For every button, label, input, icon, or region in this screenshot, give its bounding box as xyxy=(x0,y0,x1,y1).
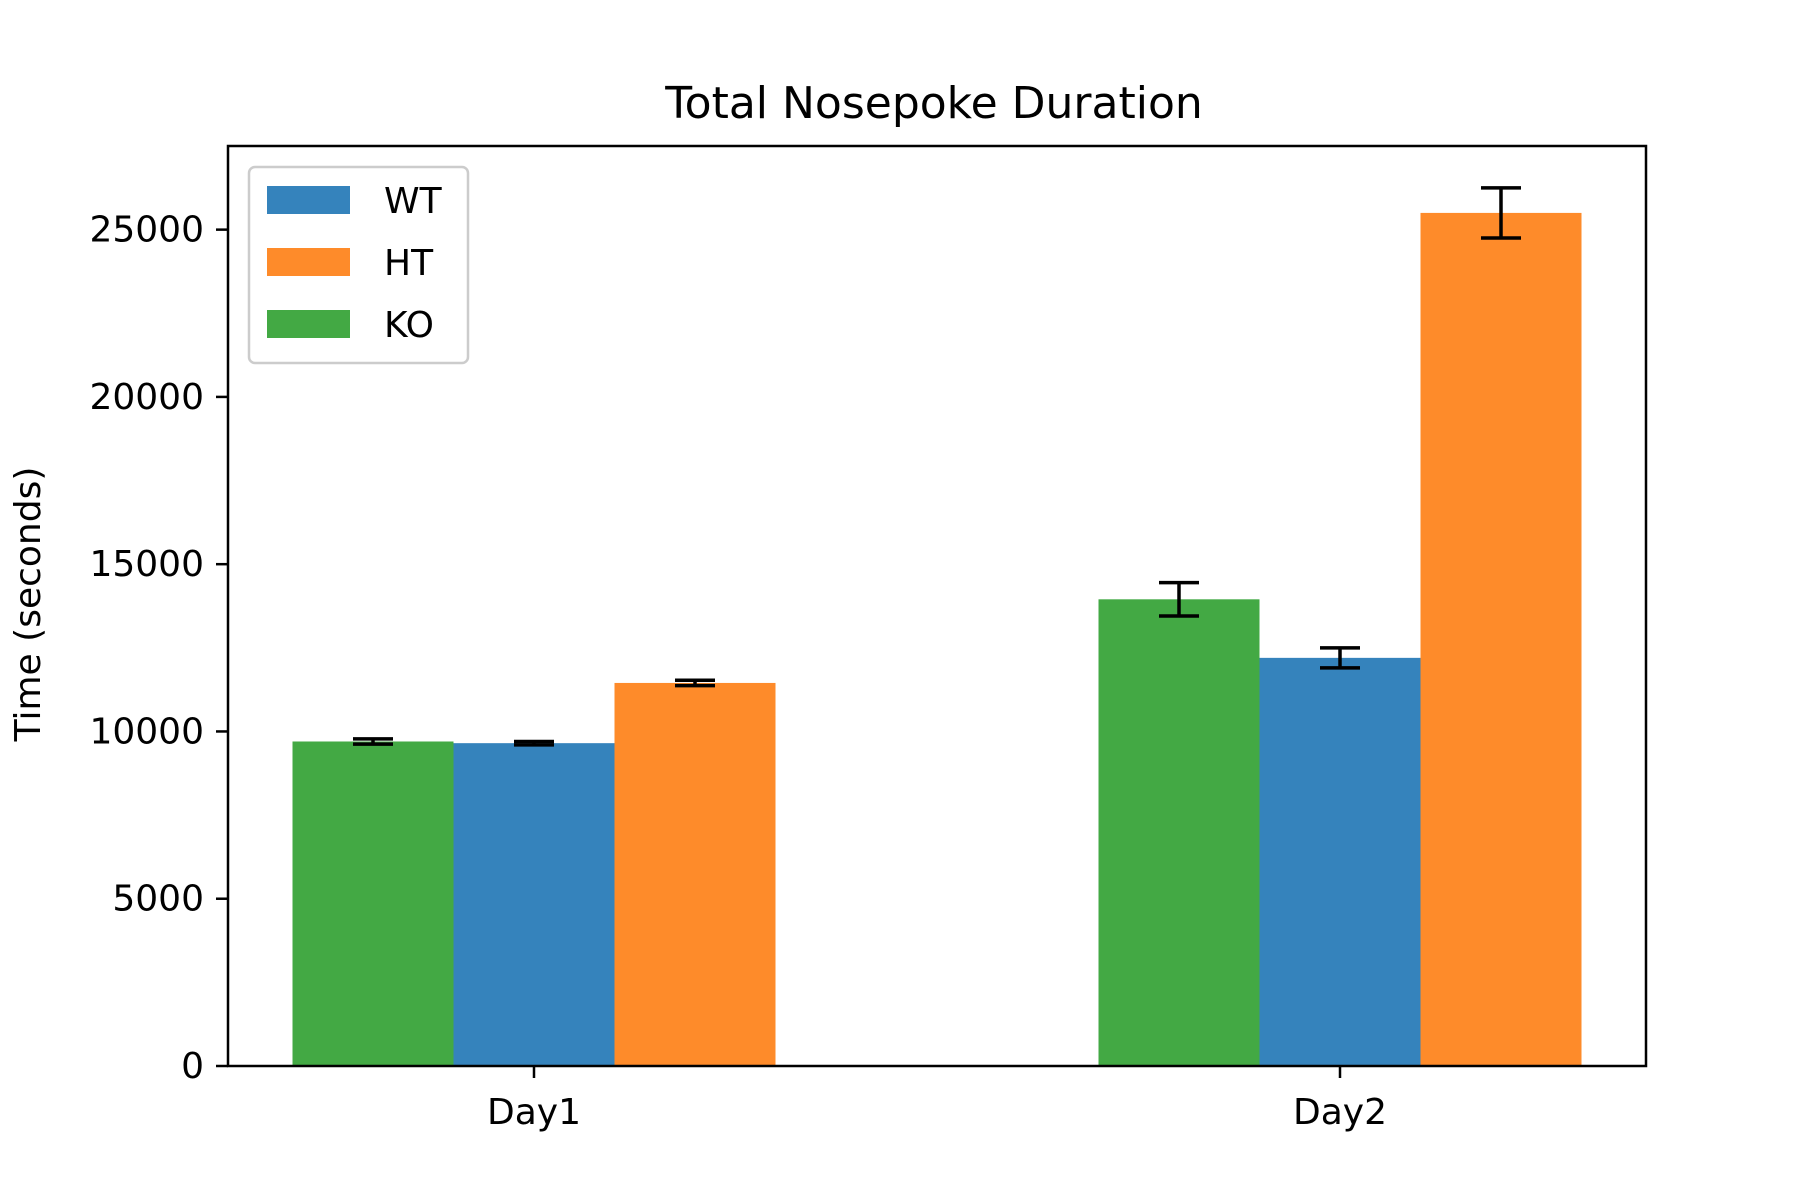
error-bar-ht-day2 xyxy=(1481,186,1521,240)
error-bar-ko-day1 xyxy=(353,737,393,746)
y-axis-label: Time (seconds) xyxy=(8,467,49,743)
y-tick-label: 15000 xyxy=(89,544,204,585)
bar-ht-day2 xyxy=(1420,212,1582,1067)
bar-wt-day2 xyxy=(1259,657,1421,1066)
plot-frame xyxy=(226,144,1648,1068)
x-tick-label-day1: Day1 xyxy=(487,1092,581,1133)
y-tick-label: 20000 xyxy=(89,377,204,418)
error-bar-wt-day2 xyxy=(1320,646,1360,670)
legend: WT HT KO xyxy=(247,165,470,365)
y-tick-label: 25000 xyxy=(89,210,204,251)
error-bar-wt-day1 xyxy=(514,739,554,747)
y-tick-label: 5000 xyxy=(112,879,204,920)
chart-title: Total Nosepoke Duration xyxy=(664,78,1203,129)
y-tick-label: 10000 xyxy=(89,711,204,752)
legend-swatch-wt xyxy=(267,186,350,214)
legend-label-ko: KO xyxy=(384,305,434,346)
error-bar-ht-day1 xyxy=(675,678,715,688)
y-tick-label: 0 xyxy=(181,1046,204,1087)
x-tick-label-day2: Day2 xyxy=(1293,1092,1387,1133)
bar-ht-day1 xyxy=(614,682,776,1066)
legend-swatch-ht xyxy=(267,248,350,276)
axes-layer: 0 5000 10000 15000 20000 25000 Day1 Day2 xyxy=(89,144,1648,1133)
error-bar-ko-day2 xyxy=(1159,580,1199,618)
legend-label-wt: WT xyxy=(384,181,443,222)
bar-ko-day2 xyxy=(1098,599,1260,1066)
bar-ko-day1 xyxy=(292,741,454,1066)
bars-layer xyxy=(292,212,1582,1067)
legend-label-ht: HT xyxy=(384,243,434,284)
legend-swatch-ko xyxy=(267,310,350,338)
errorbars-layer xyxy=(353,186,1521,747)
bar-wt-day1 xyxy=(453,743,615,1066)
